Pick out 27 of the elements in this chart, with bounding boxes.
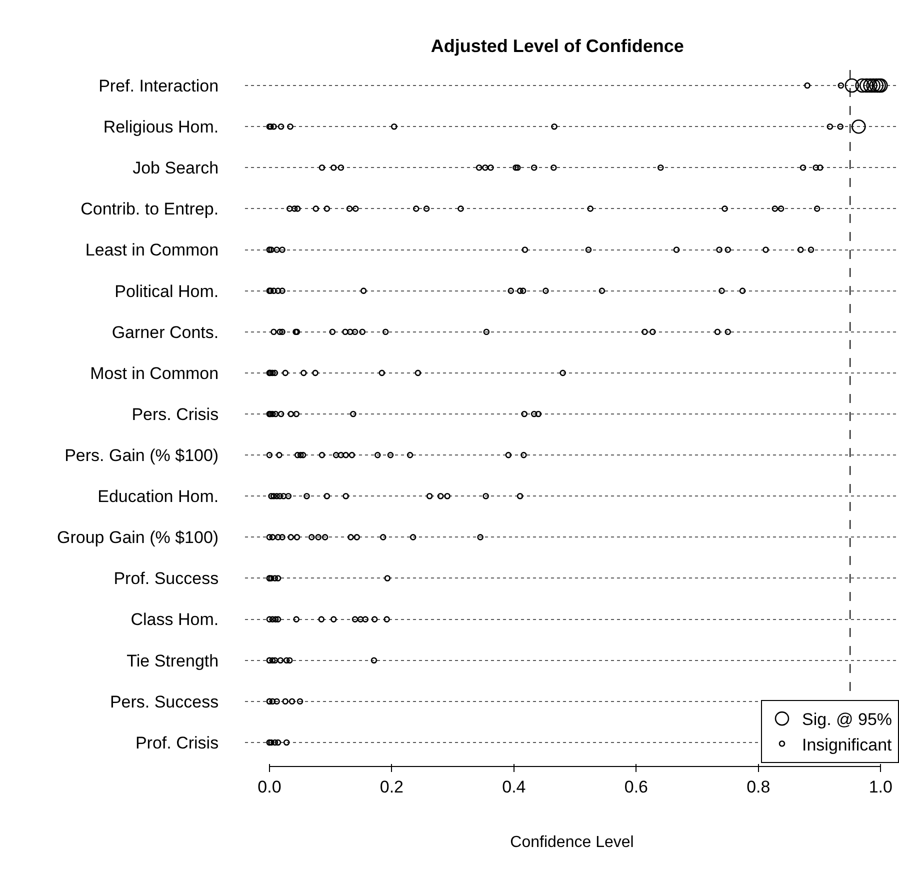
y-tick-label: Pers. Success <box>110 692 219 712</box>
legend-label: Sig. @ 95% <box>802 710 892 730</box>
x-tick-label: 1.0 <box>868 777 892 796</box>
y-tick-label: Pers. Gain (% $100) <box>64 446 219 466</box>
y-tick-label: Education Hom. <box>98 487 219 506</box>
x-tick-label: 0.8 <box>746 777 770 796</box>
x-tick-label: 0.6 <box>624 777 648 796</box>
x-tick-label: 0.0 <box>258 777 282 796</box>
chart-title: Adjusted Level of Confidence <box>430 36 684 56</box>
y-tick-label: Most in Common <box>90 364 219 383</box>
y-tick-label: Political Hom. <box>114 282 219 301</box>
legend-label: Insignificant <box>802 735 892 754</box>
y-tick-label: Tie Strength <box>126 651 219 670</box>
x-axis-title: Confidence Level <box>510 834 634 852</box>
y-tick-label: Class Hom. <box>130 610 219 630</box>
y-tick-label: Prof. Success <box>114 569 219 588</box>
y-tick-label: Least in Common <box>85 240 219 260</box>
x-tick-label: 0.2 <box>380 777 404 796</box>
y-tick-label: Prof. Crisis <box>135 733 219 752</box>
y-tick-label: Contrib. to Entrep. <box>80 200 219 219</box>
x-tick-label: 0.4 <box>502 777 526 796</box>
y-tick-label: Garner Conts. <box>112 322 219 342</box>
y-tick-label: Pers. Crisis <box>132 404 219 424</box>
y-tick-label: Group Gain (% $100) <box>57 528 219 548</box>
y-tick-label: Job Search <box>132 158 219 178</box>
y-tick-label: Religious Hom. <box>103 118 219 137</box>
y-tick-label: Pref. Interaction <box>98 76 219 96</box>
